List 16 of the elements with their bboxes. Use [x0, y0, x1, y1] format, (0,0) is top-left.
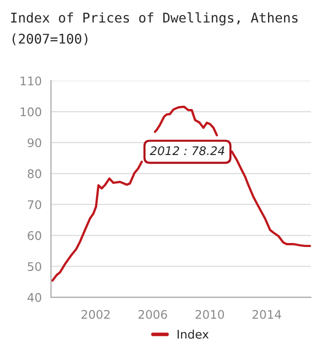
x-tick-label: 2002	[82, 310, 110, 319]
chart-title: Index of Prices of Dwellings, Athens	[11, 12, 298, 26]
x-tick-label: 2006	[138, 310, 168, 319]
y-tick-label: 50	[28, 262, 42, 272]
y-tick-label: 60	[28, 231, 42, 240]
annotation: 2012 : 78.24	[150, 146, 224, 156]
chart-subtitle: (2007=100)	[12, 33, 88, 46]
y-tick-label: 110	[20, 76, 42, 86]
x-tick-label: 2010	[196, 310, 224, 319]
legend-label: Index	[178, 330, 209, 339]
y-tick-label: 40	[28, 293, 42, 302]
y-tick-label: 100	[20, 107, 42, 116]
y-tick-label: 70	[28, 200, 42, 210]
y-tick-label: 90	[28, 138, 42, 148]
y-tick-label: 80	[28, 169, 42, 178]
x-tick-label: 2014	[252, 310, 282, 319]
